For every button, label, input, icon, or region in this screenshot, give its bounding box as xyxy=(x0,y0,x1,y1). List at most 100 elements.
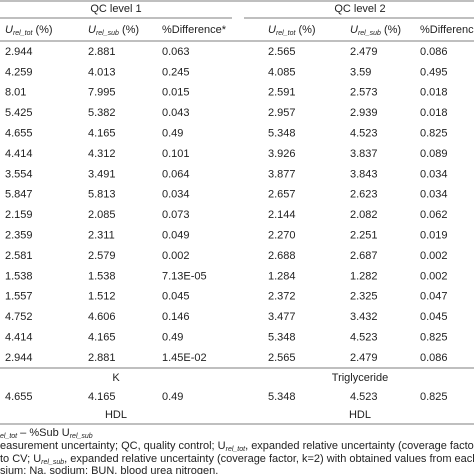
cell: 5.348 xyxy=(268,332,296,344)
cell: 3.477 xyxy=(268,311,296,323)
cell: 2.687 xyxy=(350,250,378,262)
cell: 0.015 xyxy=(162,87,190,99)
cell: 0.034 xyxy=(420,189,448,201)
cell: 2.565 xyxy=(268,46,296,58)
cell: 3.843 xyxy=(350,168,378,180)
cell: 2.591 xyxy=(268,87,296,99)
cell: 2.939 xyxy=(350,107,378,119)
header-suffix: (%) xyxy=(381,24,401,36)
header-suffix: (%) xyxy=(295,24,315,36)
cell: 0.146 xyxy=(162,311,190,323)
cell: 4.414 xyxy=(5,332,33,344)
cell: 2.944 xyxy=(5,352,33,364)
cell: 7.13E-05 xyxy=(162,270,207,282)
cell: 1.282 xyxy=(350,270,378,282)
cell: 0.034 xyxy=(420,168,448,180)
cell: 0.045 xyxy=(420,311,448,323)
cell: 4.414 xyxy=(5,148,33,160)
cell: 2.623 xyxy=(350,189,378,201)
cell: 0.047 xyxy=(420,291,448,303)
cell: 1.538 xyxy=(88,270,116,282)
header-sub: rel_tot xyxy=(13,30,34,37)
header-sub: rel_tot xyxy=(276,30,297,37)
header-sub: rel_sub xyxy=(358,30,381,37)
cell: 4.523 xyxy=(350,332,378,344)
footnote-text: , expanded relative uncertainty (coverag… xyxy=(64,453,474,465)
cell: 3.877 xyxy=(268,168,296,180)
footnote-text: , expanded relative uncertainty (coverag… xyxy=(245,440,474,452)
cell: 0.495 xyxy=(420,66,448,78)
cell: 5.348 xyxy=(268,391,296,403)
group-header: QC level 1 xyxy=(90,3,141,15)
cell: 0.073 xyxy=(162,209,190,221)
cell: 4.312 xyxy=(88,148,116,160)
cell: 2.251 xyxy=(350,230,378,242)
cell: 4.165 xyxy=(88,391,116,403)
cell: 5.813 xyxy=(88,189,116,201)
cell: 3.432 xyxy=(350,311,378,323)
cell: 2.479 xyxy=(350,352,378,364)
footnote: el_tot – %Sub Urel_sub xyxy=(0,427,93,440)
cell: 4.165 xyxy=(88,332,116,344)
cell: 4.606 xyxy=(88,311,116,323)
header-suffix: (%) xyxy=(119,24,139,36)
cell: 2.881 xyxy=(88,46,116,58)
column-header: %Difference xyxy=(420,24,474,36)
cell: 3.837 xyxy=(350,148,378,160)
cell: 0.245 xyxy=(162,66,190,78)
footnote-text: – %Sub U xyxy=(17,427,70,439)
cell: 0.825 xyxy=(420,128,448,140)
footnote-text: sium; Na, sodium; BUN, blood urea nitrog… xyxy=(0,465,218,474)
cell: 0.002 xyxy=(420,270,448,282)
cell: 2.944 xyxy=(5,46,33,58)
footnote-sub: rel_tot xyxy=(226,446,247,453)
cell: 0.101 xyxy=(162,148,190,160)
cell: 1.512 xyxy=(88,291,116,303)
header-base: U xyxy=(88,24,96,36)
cell: 0.086 xyxy=(420,46,448,58)
cell: 0.063 xyxy=(162,46,190,58)
header-base: %Difference xyxy=(420,24,474,36)
cell: 0.019 xyxy=(420,230,448,242)
cell: 3.554 xyxy=(5,168,33,180)
cell: 0.086 xyxy=(420,352,448,364)
cell: 2.311 xyxy=(88,230,115,242)
cell: 0.002 xyxy=(162,250,190,262)
cell: 2.159 xyxy=(5,209,33,221)
header-base: U xyxy=(268,24,276,36)
cell: 1.45E-02 xyxy=(162,352,207,364)
cell: 2.082 xyxy=(350,209,378,221)
cell: 0.049 xyxy=(162,230,190,242)
cell: 4.085 xyxy=(268,66,296,78)
cell: 4.655 xyxy=(5,391,33,403)
cell: 4.752 xyxy=(5,311,33,323)
cell: 0.045 xyxy=(162,291,190,303)
cell: 4.259 xyxy=(5,66,33,78)
column-header: Urel_sub (%) xyxy=(350,24,401,37)
footnote-sub: rel_sub xyxy=(70,433,93,440)
cell: 3.926 xyxy=(268,148,296,160)
footnote-sub: el_tot xyxy=(0,433,18,440)
cell: 0.825 xyxy=(420,391,448,403)
cell: 3.59 xyxy=(350,66,371,78)
footnote-sub: rel_sub xyxy=(41,459,64,466)
cell: 2.325 xyxy=(350,291,378,303)
column-header: %Difference* xyxy=(162,24,227,36)
cell: 2.270 xyxy=(268,230,296,242)
cell: 2.957 xyxy=(268,107,296,119)
cell: 0.49 xyxy=(162,332,183,344)
header-sub: rel_sub xyxy=(96,30,119,37)
cell: 8.01 xyxy=(5,87,26,99)
cell: 4.523 xyxy=(350,128,378,140)
cell: 2.573 xyxy=(350,87,378,99)
footnote: easurement uncertainty; QC, quality cont… xyxy=(0,440,474,453)
footnote: to CV; Urel_sub, expanded relative uncer… xyxy=(0,453,474,466)
group-header: QC level 2 xyxy=(334,3,385,15)
section-label: HDL xyxy=(349,409,371,421)
cell: 4.523 xyxy=(350,391,378,403)
cell: 0.49 xyxy=(162,128,183,140)
cell: 5.425 xyxy=(5,107,33,119)
cell: 0.043 xyxy=(162,107,190,119)
cell: 0.034 xyxy=(162,189,190,201)
header-base: U xyxy=(5,24,13,36)
